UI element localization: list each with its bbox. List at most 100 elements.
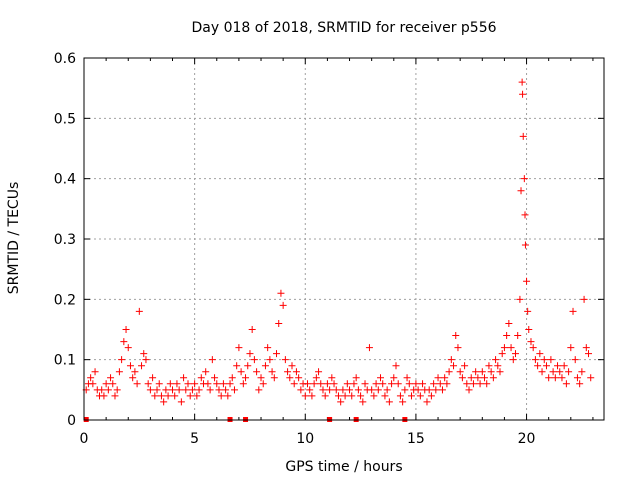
data-point [443, 380, 451, 388]
data-point [169, 386, 177, 394]
data-point [312, 374, 320, 382]
data-point [547, 356, 555, 364]
data-point [284, 368, 292, 376]
data-point [160, 398, 168, 406]
x-tick-label: 20 [518, 431, 536, 447]
data-point [370, 392, 378, 400]
data-point [416, 392, 424, 400]
data-point [352, 374, 360, 382]
data-point [525, 326, 533, 333]
data-point [206, 386, 214, 394]
data-point [423, 398, 431, 406]
data-point [476, 380, 484, 388]
data-point [452, 332, 460, 340]
data-point [303, 380, 311, 388]
data-point [255, 386, 263, 394]
data-point [157, 392, 165, 400]
data-point [195, 386, 203, 394]
y-tick-label: 0.2 [54, 292, 76, 308]
data-point [244, 362, 252, 370]
data-point [275, 319, 283, 327]
data-point [432, 386, 440, 394]
data-point [516, 295, 524, 303]
data-point [261, 362, 269, 370]
axes: 0 0.1 0.2 0.3 0.4 0.5 0.6 0 5 10 15 20 [54, 51, 604, 447]
data-point [228, 374, 236, 382]
data-point [399, 398, 407, 406]
data-point [330, 380, 338, 388]
data-point [578, 368, 586, 376]
data-point [518, 78, 526, 86]
data-point [140, 350, 148, 358]
data-point [184, 380, 192, 388]
grid [84, 58, 604, 420]
data-point [321, 392, 329, 400]
data-point [268, 368, 276, 376]
x-tick-label: 10 [296, 431, 314, 447]
data-point [323, 380, 331, 388]
data-point [465, 386, 473, 394]
data-point [434, 374, 442, 382]
data-point [317, 380, 325, 388]
data-point [377, 374, 385, 382]
data-point [394, 380, 402, 388]
data-point [450, 362, 458, 370]
data-point [350, 380, 358, 388]
data-point [253, 368, 261, 376]
data-point [545, 374, 553, 382]
data-point [175, 386, 183, 394]
data-point [427, 392, 435, 400]
y-tick-label: 0.6 [54, 51, 76, 67]
data-point [310, 380, 318, 388]
data-point [379, 380, 387, 388]
data-point [534, 362, 542, 370]
data-point [381, 392, 389, 400]
data-point [383, 386, 391, 394]
data-point [259, 380, 267, 388]
data-point [204, 380, 212, 388]
data-point [215, 386, 223, 394]
data-point [155, 380, 163, 388]
x-tick-label: 0 [80, 431, 89, 447]
data-point [226, 380, 234, 388]
data-point [98, 386, 106, 394]
data-point [306, 386, 314, 394]
x-axis-label: GPS time / hours [285, 459, 402, 475]
data-point [403, 374, 411, 382]
data-point [385, 398, 393, 406]
data-point [286, 374, 294, 382]
data-point [436, 380, 444, 388]
data-point [571, 356, 579, 364]
data-point [219, 380, 227, 388]
data-point [171, 392, 179, 400]
data-point [505, 319, 513, 327]
y-tick-label: 0.5 [54, 111, 76, 127]
data-point [523, 277, 531, 285]
data-point [177, 398, 185, 406]
data-point [277, 289, 285, 297]
data-point [213, 380, 221, 388]
data-point [235, 344, 243, 352]
data-point [354, 386, 362, 394]
data-point [188, 386, 196, 394]
data-point [454, 344, 462, 352]
data-point [120, 338, 128, 346]
data-point [538, 368, 546, 376]
data-point [565, 368, 573, 376]
data-point [328, 374, 336, 382]
data-point [430, 380, 438, 388]
data-point [239, 380, 247, 388]
data-point [359, 398, 367, 406]
data-point [524, 307, 532, 315]
data-point [494, 362, 502, 370]
data-point [292, 368, 300, 376]
data-point [332, 386, 340, 394]
data-point [270, 374, 278, 382]
data-point [164, 392, 172, 400]
data-point [582, 344, 590, 352]
data-point [374, 386, 382, 394]
y-tick-label: 0.4 [54, 172, 76, 188]
data-point [173, 380, 181, 388]
y-axis-label: SRMTID / TECUs [6, 182, 22, 295]
